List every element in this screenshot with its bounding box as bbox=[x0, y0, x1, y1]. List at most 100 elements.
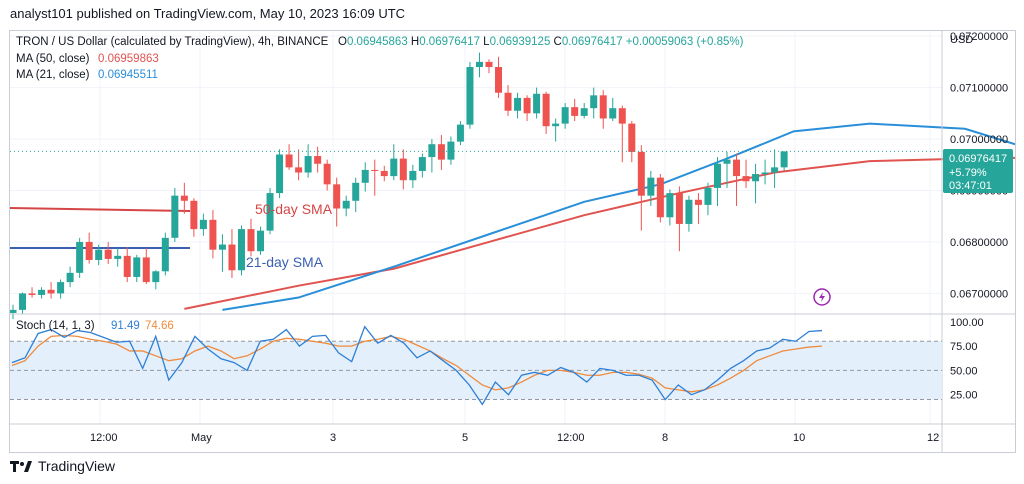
candle-body[interactable] bbox=[647, 177, 655, 196]
candle-body[interactable] bbox=[95, 249, 103, 260]
lightning-icon[interactable] bbox=[813, 288, 831, 306]
candle-body[interactable] bbox=[437, 144, 445, 160]
ma21-line bbox=[222, 122, 1024, 311]
candle-body[interactable] bbox=[571, 107, 579, 116]
chart-frame[interactable]: 50-day SMA 21-day SMA TRON / US Dollar (… bbox=[9, 30, 1024, 453]
candle-body[interactable] bbox=[171, 195, 179, 238]
candle-body[interactable] bbox=[485, 61, 493, 68]
candle-body[interactable] bbox=[104, 249, 112, 259]
candle-body[interactable] bbox=[637, 151, 645, 196]
candle-body[interactable] bbox=[514, 97, 522, 111]
candle-body[interactable] bbox=[456, 124, 464, 142]
candle-body[interactable] bbox=[218, 244, 226, 250]
candle-body[interactable] bbox=[114, 255, 122, 259]
candle-body[interactable] bbox=[333, 184, 341, 209]
candle-body[interactable] bbox=[390, 158, 398, 177]
candle-body[interactable] bbox=[685, 199, 693, 224]
candle-body[interactable] bbox=[694, 199, 702, 205]
candle-body[interactable] bbox=[399, 158, 407, 181]
candle-body[interactable] bbox=[428, 144, 436, 158]
candle-body[interactable] bbox=[675, 193, 683, 224]
sma50-annotation: 50-day SMA bbox=[255, 201, 333, 217]
candle-body[interactable] bbox=[161, 237, 169, 272]
candle-body[interactable] bbox=[295, 167, 303, 173]
candle-body[interactable] bbox=[371, 169, 379, 171]
time-axis[interactable]: 12:00 May 3 5 12:00 8 10 12 bbox=[90, 432, 939, 444]
candle-body[interactable] bbox=[523, 97, 531, 114]
candle-body[interactable] bbox=[314, 156, 322, 164]
candle-body[interactable] bbox=[723, 159, 731, 164]
candle-body[interactable] bbox=[85, 241, 93, 260]
candle-body[interactable] bbox=[304, 156, 312, 173]
candles[interactable] bbox=[9, 52, 788, 320]
candle-body[interactable] bbox=[713, 163, 721, 188]
stoch-pane[interactable]: Stoch (14, 1, 3) 91.49 74.66 100.00 75.00… bbox=[10, 317, 984, 406]
candle-body[interactable] bbox=[780, 151, 788, 168]
candle-body[interactable] bbox=[599, 95, 607, 119]
candle-body[interactable] bbox=[276, 154, 284, 194]
candle-body[interactable] bbox=[152, 271, 160, 283]
ma21-path bbox=[222, 122, 1024, 311]
candle-body[interactable] bbox=[475, 61, 483, 68]
candle-body[interactable] bbox=[180, 195, 188, 201]
candle-body[interactable] bbox=[666, 193, 674, 218]
candle-body[interactable] bbox=[66, 272, 74, 283]
time-tick: 12:00 bbox=[557, 432, 585, 444]
candle-body[interactable] bbox=[761, 172, 769, 175]
candle-body[interactable] bbox=[123, 255, 131, 277]
candle-body[interactable] bbox=[76, 241, 84, 273]
candle-body[interactable] bbox=[237, 229, 245, 271]
candle-body[interactable] bbox=[771, 167, 779, 173]
candle-body[interactable] bbox=[561, 107, 569, 124]
legend-ohlc: O0.06945863 H0.06976417 L0.06939125 C0.0… bbox=[338, 36, 744, 48]
candle-body[interactable] bbox=[742, 176, 750, 182]
candle-body[interactable] bbox=[28, 293, 36, 295]
candle-body[interactable] bbox=[552, 123, 560, 127]
candle-body[interactable] bbox=[733, 159, 741, 177]
time-tick: 12 bbox=[927, 432, 939, 444]
candle-body[interactable] bbox=[504, 92, 512, 111]
candle-body[interactable] bbox=[418, 157, 426, 171]
candle-body[interactable] bbox=[704, 187, 712, 205]
candle-body[interactable] bbox=[57, 282, 65, 294]
candle-body[interactable] bbox=[38, 289, 46, 295]
candle-body[interactable] bbox=[580, 108, 588, 116]
candle-body[interactable] bbox=[656, 177, 664, 218]
candle-body[interactable] bbox=[380, 170, 388, 177]
last-change: +5.79% bbox=[949, 167, 987, 179]
price-chart[interactable]: 50-day SMA 21-day SMA TRON / US Dollar (… bbox=[9, 31, 1024, 452]
candle-body[interactable] bbox=[542, 93, 550, 127]
candle-body[interactable] bbox=[285, 154, 293, 168]
last-price: 0.06976417 bbox=[949, 153, 1007, 165]
candle-body[interactable] bbox=[199, 219, 207, 230]
candle-body[interactable] bbox=[323, 163, 331, 185]
candle-body[interactable] bbox=[209, 219, 217, 250]
candle-body[interactable] bbox=[247, 229, 255, 252]
candle-body[interactable] bbox=[190, 200, 198, 230]
candle-body[interactable] bbox=[133, 257, 141, 277]
candle-body[interactable] bbox=[447, 141, 455, 160]
candle-body[interactable] bbox=[352, 182, 360, 201]
candle-body[interactable] bbox=[9, 309, 17, 313]
candle-body[interactable] bbox=[628, 123, 636, 152]
candle-body[interactable] bbox=[257, 230, 265, 252]
candle-body[interactable] bbox=[590, 95, 598, 109]
candle-body[interactable] bbox=[266, 193, 274, 231]
candle-body[interactable] bbox=[466, 67, 474, 125]
candle-body[interactable] bbox=[752, 174, 760, 182]
last-price-badge: 0.06976417 +5.79% 03:47:01 bbox=[943, 149, 1013, 193]
candle-body[interactable] bbox=[47, 289, 55, 294]
ma50-path bbox=[184, 156, 1024, 310]
candle-body[interactable] bbox=[361, 169, 369, 183]
candle-body[interactable] bbox=[228, 244, 236, 271]
candle-body[interactable] bbox=[142, 257, 150, 283]
candle-body[interactable] bbox=[409, 170, 417, 181]
candle-body[interactable] bbox=[533, 93, 541, 114]
candle-body[interactable] bbox=[495, 67, 503, 93]
candle-body[interactable] bbox=[342, 200, 350, 209]
stoch-tick: 50.00 bbox=[950, 365, 978, 377]
candle-body[interactable] bbox=[19, 293, 27, 310]
candle-body[interactable] bbox=[618, 108, 626, 124]
tradingview-logo-icon bbox=[10, 461, 32, 472]
candle-body[interactable] bbox=[609, 108, 617, 119]
